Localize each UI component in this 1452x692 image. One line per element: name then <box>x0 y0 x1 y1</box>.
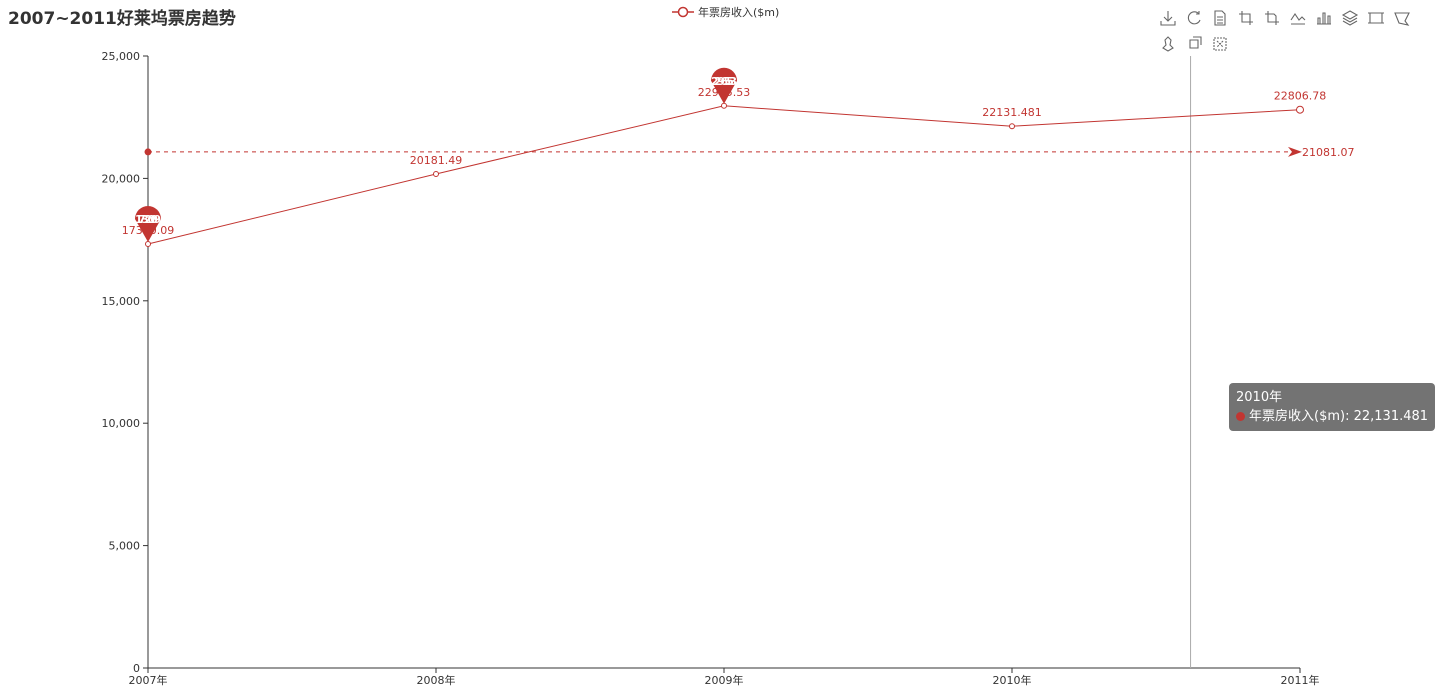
data-point <box>1296 105 1304 114</box>
tooltip-series: 年票房收入($m) <box>1249 409 1346 424</box>
crop-icon[interactable] <box>1236 8 1256 28</box>
tooltip: 2010年 年票房收入($m): 22,131.481 <box>1229 383 1436 431</box>
x-tick-label: 2007年 <box>129 673 168 687</box>
stack-icon[interactable] <box>1340 8 1360 28</box>
tooltip-title: 2010年 <box>1236 390 1283 405</box>
y-tick-label: 25,000 <box>102 50 141 63</box>
data-label: 22806.78 <box>1274 90 1327 103</box>
x-tick-label: 2008年 <box>417 673 456 687</box>
y-tick-label: 20,000 <box>102 172 141 185</box>
mark-point-pin <box>135 206 161 243</box>
legend-label: 年票房收入($m) <box>698 6 780 19</box>
line-chart-icon[interactable] <box>1288 8 1308 28</box>
refresh-icon[interactable] <box>1184 8 1204 28</box>
x-tick-label: 2009年 <box>705 673 744 687</box>
x-tick-label: 2011年 <box>1281 673 1320 687</box>
brush-clear-icon[interactable] <box>1210 34 1230 54</box>
y-tick-label: 15,000 <box>102 295 141 308</box>
mark-point-label: 22965.53 <box>711 75 737 88</box>
polygon-select-icon[interactable] <box>1392 8 1412 28</box>
mark-line-label: 21081.07 <box>1302 146 1355 159</box>
crop-alt-icon[interactable] <box>1262 8 1282 28</box>
tooltip-value: 22,131.481 <box>1353 409 1429 424</box>
y-tick-label: 10,000 <box>102 417 141 430</box>
rect-select-icon[interactable] <box>1366 8 1386 28</box>
data-point <box>1009 123 1015 130</box>
x-tick-label: 2010年 <box>993 673 1032 687</box>
data-label: 22131.481 <box>982 106 1042 119</box>
brush-keep-icon[interactable] <box>1184 34 1204 54</box>
series-line <box>147 105 1301 245</box>
data-point <box>721 102 727 109</box>
chart-title: 2007~2011好莱坞票房趋势 <box>8 9 236 29</box>
legend-line-icon <box>672 6 694 18</box>
data-point <box>433 170 439 177</box>
series-dot-icon <box>1236 412 1245 421</box>
legend-item[interactable]: 年票房收入($m) <box>672 4 779 20</box>
data-label: 20181.49 <box>410 154 463 167</box>
y-tick-label: 5,000 <box>109 540 141 553</box>
lasso-select-icon[interactable] <box>1158 34 1178 54</box>
bar-chart-icon[interactable] <box>1314 8 1334 28</box>
mark-point-label: 17320.09 <box>135 213 161 226</box>
tooltip-row: 年票房收入($m): 22,131.481 <box>1236 407 1428 426</box>
y-tick-label: 0 <box>133 662 140 675</box>
download-icon[interactable] <box>1158 8 1178 28</box>
mark-line-arrow <box>1288 146 1302 157</box>
mark-point-pin <box>711 67 737 104</box>
data-view-icon[interactable] <box>1210 8 1230 28</box>
data-point <box>145 241 151 248</box>
toolbox <box>1158 8 1448 60</box>
